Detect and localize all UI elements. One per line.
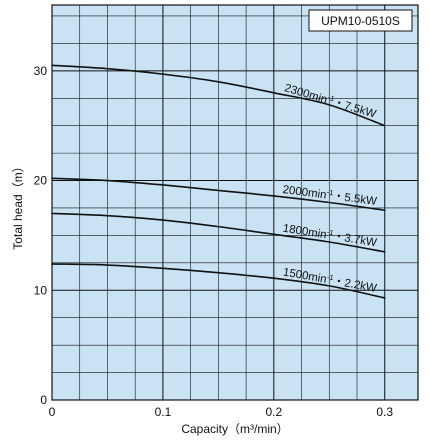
curve-label-speed: 2000min	[282, 184, 327, 202]
model-label-box: UPM10-0510S	[308, 9, 413, 32]
model-label: UPM10-0510S	[321, 14, 400, 28]
plot-frame	[51, 4, 419, 401]
y-tick-label: 0	[40, 393, 47, 407]
curve-label-exponent: -1	[326, 227, 334, 237]
y-tick-label: 10	[34, 283, 48, 297]
performance-curve	[51, 263, 386, 299]
y-tick-label: 20	[34, 174, 48, 188]
curve-label: 2000min-1・5.5kW	[282, 181, 378, 208]
model-label-frame	[308, 9, 413, 32]
x-tick-label: 0.2	[265, 405, 282, 419]
curve-label-exponent: -1	[326, 272, 334, 282]
curve-label-exponent: -1	[327, 92, 336, 103]
performance-curve	[51, 64, 386, 127]
performance-curve	[51, 212, 386, 253]
x-tick-label: 0.3	[376, 405, 393, 419]
curve-label-power: ・5.5kW	[332, 190, 377, 208]
y-tick-label: 30	[34, 64, 48, 78]
x-axis-title: Capacity（m³/min）	[181, 422, 288, 436]
y-axis-title: Total head（m）	[11, 160, 25, 249]
y-tick-labels: 0 10 20 30	[34, 64, 48, 407]
curves	[51, 64, 386, 299]
x-tick-labels: 0 0.1 0.2 0.3	[49, 405, 394, 419]
curve-label-exponent: -1	[326, 187, 334, 197]
x-tick-label: 0.1	[155, 405, 172, 419]
performance-curve	[51, 177, 386, 211]
x-tick-label: 0	[49, 405, 56, 419]
